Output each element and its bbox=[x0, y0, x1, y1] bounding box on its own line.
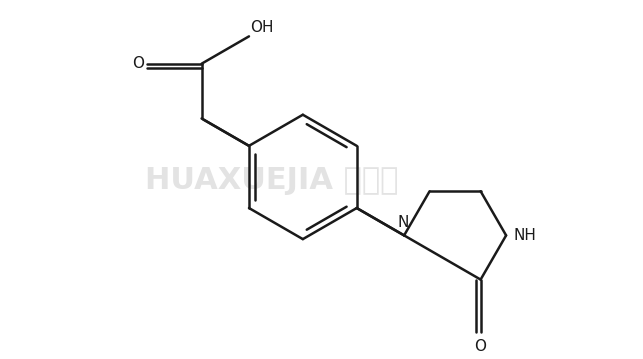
Text: O: O bbox=[475, 339, 487, 354]
Text: NH: NH bbox=[514, 228, 536, 243]
Text: N: N bbox=[397, 215, 408, 230]
Text: HUAXUEJIA 化学加: HUAXUEJIA 化学加 bbox=[145, 165, 399, 195]
Text: O: O bbox=[132, 56, 144, 71]
Text: OH: OH bbox=[250, 20, 274, 35]
